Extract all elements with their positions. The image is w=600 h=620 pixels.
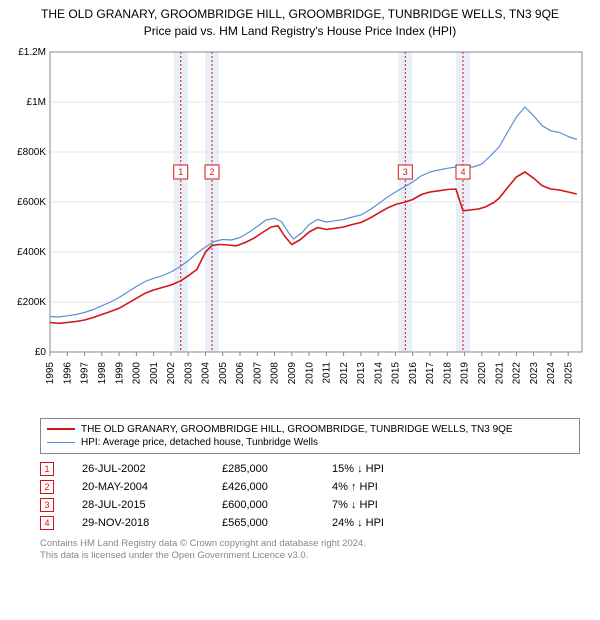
sale-date: 26-JUL-2002: [82, 463, 222, 475]
svg-text:2019: 2019: [460, 361, 471, 384]
svg-text:2013: 2013: [356, 361, 367, 384]
svg-text:£200K: £200K: [17, 297, 46, 308]
svg-text:3: 3: [403, 167, 408, 177]
svg-text:2005: 2005: [218, 361, 229, 384]
svg-text:2023: 2023: [529, 361, 540, 384]
svg-text:2021: 2021: [494, 361, 505, 384]
svg-text:1998: 1998: [97, 361, 108, 384]
svg-text:2024: 2024: [546, 361, 557, 384]
svg-text:4: 4: [460, 167, 465, 177]
footer-line-2: This data is licensed under the Open Gov…: [40, 550, 580, 563]
legend: THE OLD GRANARY, GROOMBRIDGE HILL, GROOM…: [40, 418, 580, 454]
sales-table: 1 26-JUL-2002£285,00015% ↓ HPI 2 20-MAY-200…: [40, 460, 580, 532]
svg-text:£800K: £800K: [17, 147, 46, 158]
footer-attribution: Contains HM Land Registry data © Crown c…: [40, 538, 580, 564]
svg-text:1999: 1999: [114, 361, 125, 384]
legend-label: THE OLD GRANARY, GROOMBRIDGE HILL, GROOM…: [81, 424, 513, 435]
sale-price: £565,000: [222, 517, 332, 529]
svg-text:2014: 2014: [373, 361, 384, 384]
svg-text:2007: 2007: [252, 361, 263, 384]
svg-text:2010: 2010: [304, 361, 315, 384]
svg-text:£600K: £600K: [17, 197, 46, 208]
sale-price: £426,000: [222, 481, 332, 493]
svg-text:2002: 2002: [166, 361, 177, 384]
footer-line-1: Contains HM Land Registry data © Crown c…: [40, 538, 580, 551]
sale-date: 29-NOV-2018: [82, 517, 222, 529]
sale-diff: 15% ↓ HPI: [332, 463, 452, 475]
svg-text:£400K: £400K: [17, 247, 46, 258]
svg-text:2001: 2001: [149, 361, 160, 384]
legend-swatch: [47, 442, 75, 443]
sale-diff: 24% ↓ HPI: [332, 517, 452, 529]
sale-row: 2 20-MAY-2004£426,0004% ↑ HPI: [40, 478, 580, 496]
svg-text:2006: 2006: [235, 361, 246, 384]
svg-text:2004: 2004: [201, 361, 212, 384]
svg-text:1996: 1996: [62, 361, 73, 384]
sale-diff: 7% ↓ HPI: [332, 499, 452, 511]
svg-text:2008: 2008: [270, 361, 281, 384]
sale-marker: 4: [40, 516, 54, 530]
svg-text:2016: 2016: [408, 361, 419, 384]
legend-swatch: [47, 428, 75, 430]
svg-text:£1M: £1M: [27, 97, 46, 108]
title-line-2: Price paid vs. HM Land Registry's House …: [10, 23, 590, 40]
title-line-1: THE OLD GRANARY, GROOMBRIDGE HILL, GROOM…: [10, 6, 590, 23]
chart-title: THE OLD GRANARY, GROOMBRIDGE HILL, GROOM…: [10, 6, 590, 40]
legend-item: HPI: Average price, detached house, Tunb…: [47, 436, 573, 449]
sale-date: 28-JUL-2015: [82, 499, 222, 511]
svg-text:2020: 2020: [477, 361, 488, 384]
svg-text:1: 1: [178, 167, 183, 177]
sale-price: £285,000: [222, 463, 332, 475]
sale-row: 4 29-NOV-2018£565,00024% ↓ HPI: [40, 514, 580, 532]
svg-text:£1.2M: £1.2M: [18, 47, 46, 58]
svg-text:2015: 2015: [391, 361, 402, 384]
svg-text:£0: £0: [35, 347, 47, 358]
sale-marker: 1: [40, 462, 54, 476]
svg-text:2012: 2012: [339, 361, 350, 384]
svg-text:1995: 1995: [45, 361, 56, 384]
sale-diff: 4% ↑ HPI: [332, 481, 452, 493]
svg-text:2000: 2000: [132, 361, 143, 384]
svg-text:2017: 2017: [425, 361, 436, 384]
sale-row: 1 26-JUL-2002£285,00015% ↓ HPI: [40, 460, 580, 478]
sale-marker: 2: [40, 480, 54, 494]
chart-svg: £0 £200K £400K £600K £800K £1M £1.2M 1995 1996 19…: [10, 44, 590, 414]
svg-text:2009: 2009: [287, 361, 298, 384]
svg-text:2025: 2025: [563, 361, 574, 384]
legend-item: THE OLD GRANARY, GROOMBRIDGE HILL, GROOM…: [47, 423, 573, 436]
svg-text:2018: 2018: [442, 361, 453, 384]
svg-text:2011: 2011: [322, 361, 333, 383]
svg-text:1997: 1997: [80, 361, 91, 384]
price-chart: £0 £200K £400K £600K £800K £1M £1.2M 1995 1996 19…: [10, 44, 590, 414]
svg-text:2022: 2022: [512, 361, 523, 384]
sale-date: 20-MAY-2004: [82, 481, 222, 493]
sale-price: £600,000: [222, 499, 332, 511]
svg-text:2: 2: [210, 167, 215, 177]
sale-row: 3 28-JUL-2015£600,0007% ↓ HPI: [40, 496, 580, 514]
sale-marker: 3: [40, 498, 54, 512]
svg-text:2003: 2003: [183, 361, 194, 384]
legend-label: HPI: Average price, detached house, Tunb…: [81, 437, 318, 448]
